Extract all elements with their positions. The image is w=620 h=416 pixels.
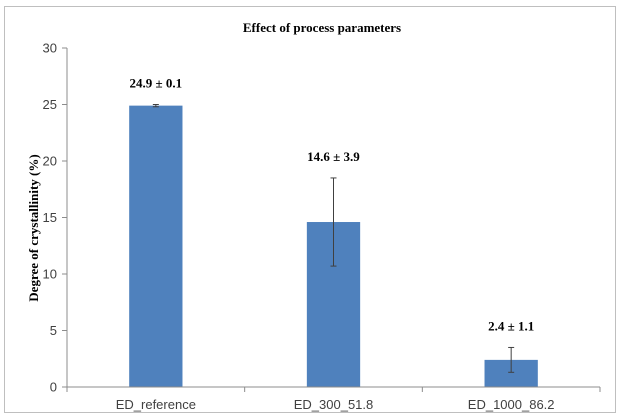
error-bars: [152, 104, 515, 373]
y-tick-label: 15: [43, 210, 57, 225]
y-tick-label: 20: [43, 154, 57, 169]
x-tick-label: ED_1000_86.2: [468, 397, 555, 412]
y-axis-label: Degree of crystallinity (%): [26, 154, 41, 301]
bars: [129, 105, 538, 387]
y-tick-label: 5: [50, 323, 57, 338]
x-tick-label: ED_300_51.8: [294, 397, 374, 412]
y-tick-label: 0: [50, 380, 57, 395]
bar: [129, 105, 183, 387]
data-label: 14.6 ± 3.9: [307, 149, 360, 164]
data-label: 2.4 ± 1.1: [488, 318, 534, 333]
y-tick-label: 30: [43, 41, 57, 56]
data-label: 24.9 ± 0.1: [130, 76, 183, 91]
chart-title: Effect of process parameters: [243, 20, 401, 35]
data-labels: 24.9 ± 0.1 14.6 ± 3.9 2.4 ± 1.1: [130, 76, 535, 334]
y-tick-label: 25: [43, 97, 57, 112]
x-axis: ED_reference ED_300_51.8 ED_1000_86.2: [66, 386, 601, 412]
y-tick-label: 10: [43, 267, 57, 282]
x-tick-label: ED_reference: [116, 397, 196, 412]
y-axis: 0 5 10 15 20 25 30: [43, 41, 68, 395]
